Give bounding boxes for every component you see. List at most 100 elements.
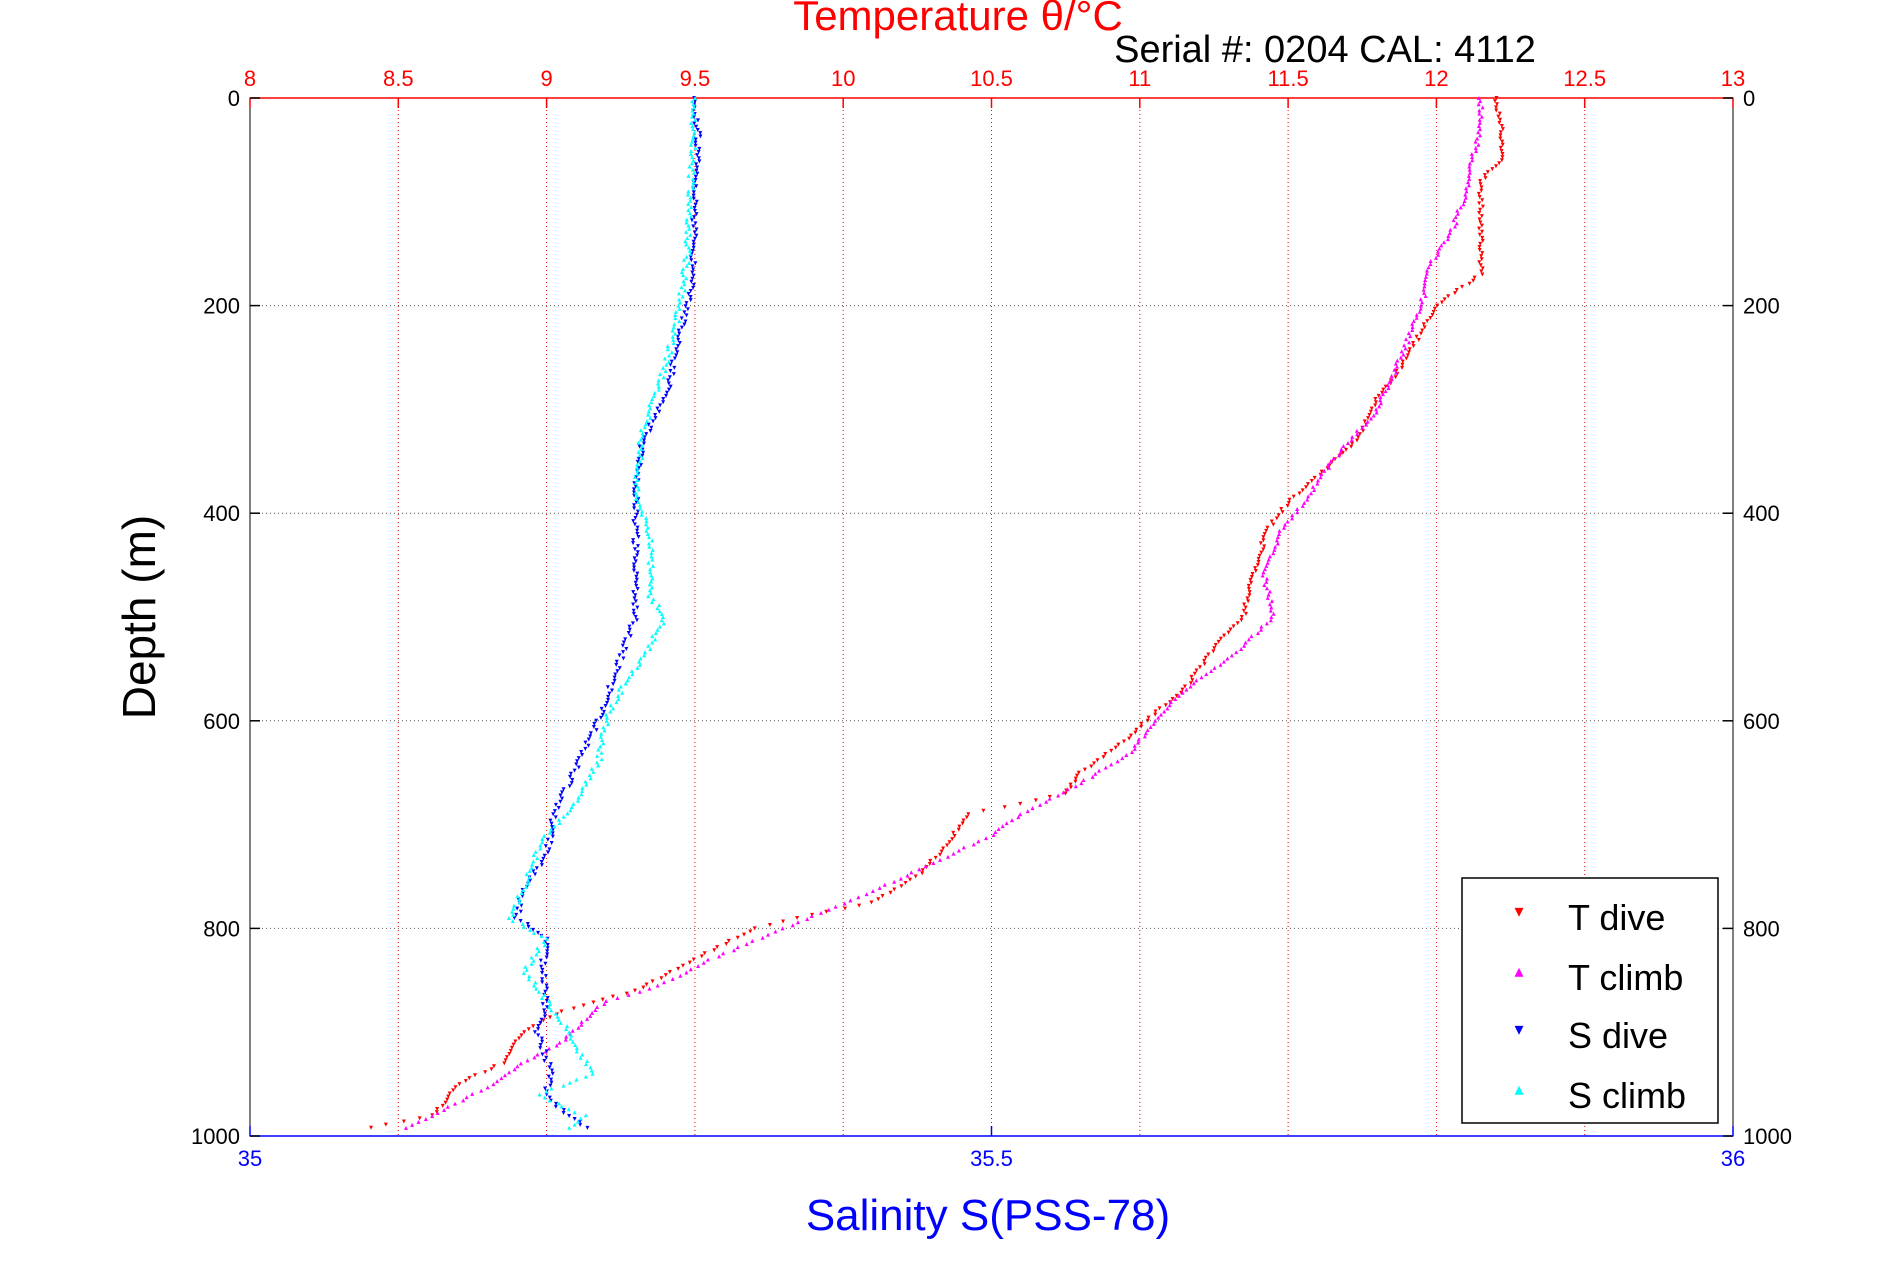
data-point [599, 706, 604, 711]
data-point [833, 904, 838, 909]
data-point [643, 421, 648, 426]
data-point [731, 948, 736, 953]
data-point [1374, 407, 1379, 412]
data-point [676, 291, 681, 296]
data-point [666, 381, 671, 386]
data-point [1074, 773, 1079, 778]
data-point [645, 418, 650, 423]
data-point [961, 845, 966, 850]
legend-marker-t-climb: ▴ [1514, 961, 1523, 981]
data-point [1246, 583, 1251, 588]
data-point [903, 880, 908, 885]
data-point [1016, 815, 1021, 820]
data-point [632, 474, 637, 479]
data-point [572, 768, 577, 773]
data-point [617, 666, 622, 671]
data-point [568, 808, 573, 813]
data-point [524, 967, 529, 972]
data-point [1271, 551, 1276, 556]
data-point [590, 1010, 595, 1015]
data-point [519, 903, 524, 908]
data-point [686, 291, 691, 296]
data-point [625, 678, 630, 683]
data-point [931, 861, 936, 866]
data-point [557, 821, 562, 826]
data-point [558, 793, 563, 798]
data-point [1480, 229, 1485, 234]
data-point [672, 322, 677, 327]
data-point [1478, 220, 1483, 225]
data-point [520, 894, 525, 899]
data-point [650, 576, 655, 581]
data-point [538, 843, 543, 848]
data-point [631, 541, 636, 546]
data-point [1411, 344, 1416, 349]
data-point [533, 872, 538, 877]
data-point [795, 920, 800, 925]
data-point [1260, 573, 1265, 578]
data-point [662, 356, 667, 361]
data-point [961, 818, 966, 823]
data-point [1480, 235, 1485, 240]
data-point [564, 1034, 569, 1039]
data-point [691, 158, 696, 163]
data-point [1366, 416, 1371, 421]
data-point [614, 662, 619, 667]
data-point [1093, 771, 1098, 776]
data-point [633, 490, 638, 495]
data-point [539, 863, 544, 868]
data-point [679, 270, 684, 275]
data-point [693, 221, 698, 226]
data-point [491, 1064, 496, 1069]
data-point [688, 198, 693, 203]
data-point [543, 1086, 548, 1091]
data-point [1422, 284, 1427, 289]
data-point [960, 821, 965, 826]
data-point [681, 279, 686, 284]
data-point [795, 916, 800, 921]
data-point [604, 999, 609, 1004]
data-point [1477, 260, 1482, 265]
data-point [522, 1030, 527, 1035]
data-point [1271, 611, 1276, 616]
data-point [809, 913, 814, 918]
data-point [461, 1098, 466, 1103]
data-point [780, 926, 785, 931]
data-point [542, 1014, 547, 1019]
data-point [596, 763, 601, 768]
data-point [1302, 500, 1307, 505]
data-point [1274, 538, 1279, 543]
data-point [626, 992, 631, 997]
data-point [1349, 437, 1354, 442]
data-point [539, 1017, 544, 1022]
data-point [1151, 721, 1156, 726]
data-point [684, 242, 689, 247]
top-tick-label: 13 [1721, 66, 1745, 91]
data-point [512, 916, 517, 921]
data-point [1156, 715, 1161, 720]
data-point [1173, 697, 1178, 702]
data-point [670, 334, 675, 339]
data-point [1265, 586, 1270, 591]
data-point [583, 740, 588, 745]
data-point [640, 431, 645, 436]
data-point [600, 997, 605, 1002]
data-point [667, 969, 672, 974]
data-point [485, 1085, 490, 1090]
data-point [650, 547, 655, 552]
data-point [606, 721, 611, 726]
data-point [667, 375, 672, 380]
data-point [591, 769, 596, 774]
data-point [1221, 659, 1226, 664]
data-point [690, 276, 695, 281]
data-point [539, 933, 544, 938]
data-point [632, 596, 637, 601]
data-point [627, 624, 632, 629]
data-point [1056, 793, 1061, 798]
data-point [686, 201, 691, 206]
data-point [566, 1107, 571, 1112]
data-point [643, 650, 648, 655]
data-point [541, 939, 546, 944]
data-point [527, 974, 532, 979]
data-point [616, 693, 621, 698]
